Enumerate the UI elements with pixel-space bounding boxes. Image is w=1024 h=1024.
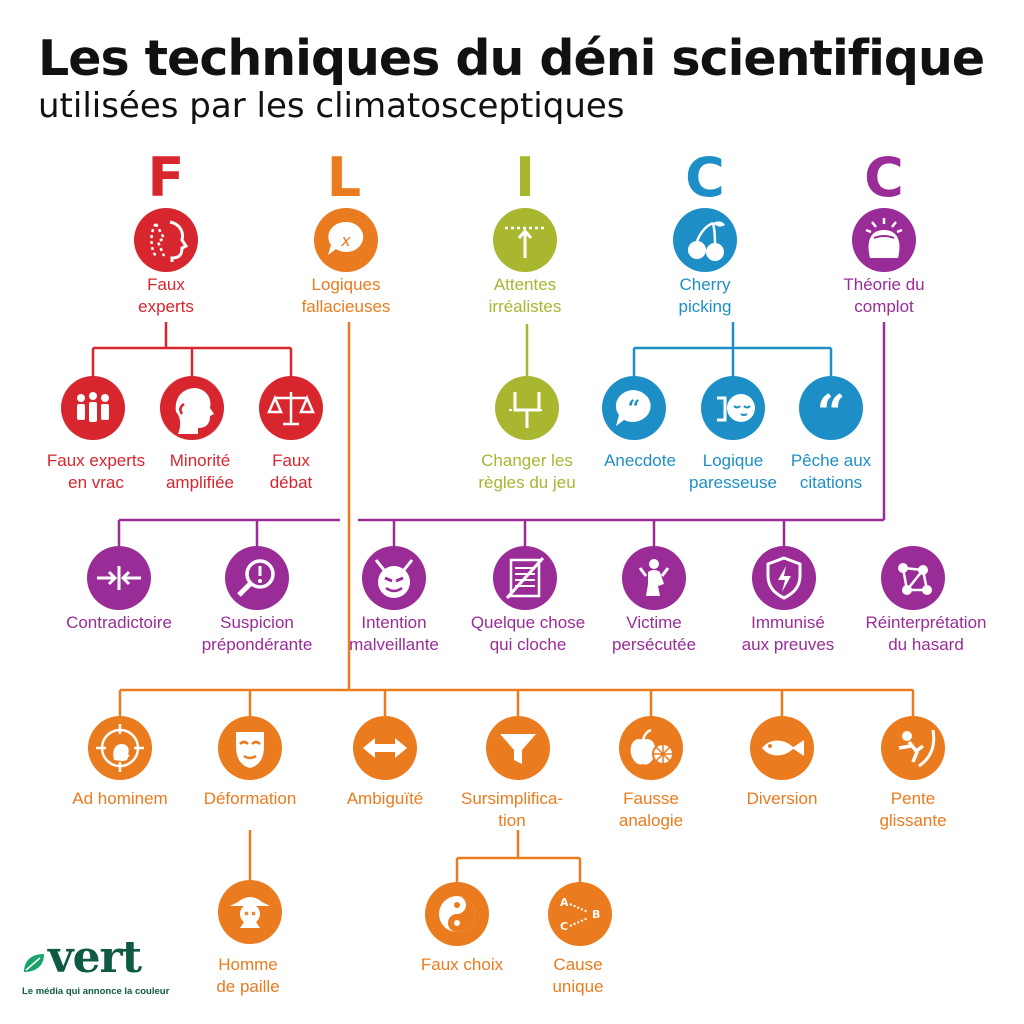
- brand-tagline: Le média qui annonce la couleur: [22, 986, 170, 997]
- arrows-inward-icon: [87, 546, 151, 610]
- balance-scale-icon: [259, 376, 323, 440]
- label-faux-choix: Faux choix: [420, 955, 504, 974]
- leaf-icon: [24, 954, 44, 972]
- abc-arrows-icon: A B C: [548, 882, 612, 946]
- label-diversion: Diversion: [746, 789, 818, 808]
- label-homme-de-paille: Homme de paille: [216, 955, 280, 996]
- label-changer-les-regles: Changer les règles du jeu: [478, 451, 576, 492]
- connected-dots-icon: [881, 546, 945, 610]
- quotation-marks-icon: “: [799, 376, 863, 440]
- label-immunise-aux-preuves: Immunisé aux preuves: [741, 613, 835, 654]
- letter-i: I: [514, 146, 536, 209]
- label-quelque-chose-qui-cloche: Quelque chose qui cloche: [470, 613, 586, 654]
- large-head-small-face-icon: [160, 376, 224, 440]
- sliding-person-icon: [881, 716, 945, 780]
- svg-text:“: “: [817, 383, 846, 440]
- svg-text:C: C: [560, 920, 568, 933]
- faces-profile-icon: [134, 208, 198, 272]
- label-deformation: Déformation: [203, 789, 297, 808]
- label-reinterpretation-du-hasard: Réinterprétation du hasard: [865, 613, 987, 654]
- category-label-cherry: Cherry picking: [678, 275, 732, 316]
- fish-icon: [750, 716, 814, 780]
- letter-c2: C: [864, 146, 904, 209]
- mask-icon: [218, 716, 282, 780]
- label-contradictoire: Contradictoire: [66, 613, 172, 632]
- page-subtitle: utilisées par les climatosceptiques: [38, 86, 625, 126]
- crossed-document-icon: [493, 546, 557, 610]
- category-label-complot: Théorie du complot: [843, 275, 925, 316]
- label-pente-glissante: Pente glissante: [879, 789, 947, 830]
- label-fausse-analogie: Fausse analogie: [618, 789, 684, 830]
- letter-l: L: [326, 146, 362, 209]
- moved-goalpost-icon: [495, 376, 559, 440]
- yin-yang-icon: [425, 882, 489, 946]
- category-label-attentes: Attentes irréalistes: [488, 275, 562, 316]
- svg-text:A: A: [560, 896, 569, 909]
- label-cause-unique: Cause unique: [552, 955, 604, 996]
- label-minorite-amplifiee: Minorité amplifiée: [165, 451, 235, 492]
- cherries-icon: [673, 208, 737, 272]
- label-intention-malveillante: Intention malveillante: [349, 613, 439, 654]
- label-sursimplification: Sursimplifica- tion: [460, 789, 564, 830]
- speech-bubble-x-icon: x: [314, 208, 378, 272]
- label-ambiguite: Ambiguïté: [346, 789, 424, 808]
- label-faux-debat: Faux débat: [269, 451, 313, 492]
- magnifier-exclamation-icon: [225, 546, 289, 610]
- svg-text:x: x: [340, 231, 351, 250]
- svg-text:“: “: [628, 396, 641, 422]
- kneeling-person-icon: [622, 546, 686, 610]
- letter-f: F: [147, 146, 185, 209]
- goalpost-arrow-icon: [493, 208, 557, 272]
- quote-bubble-icon: “: [602, 376, 666, 440]
- category-label-logiques: Logiques fallacieuses: [301, 275, 391, 316]
- complot-connectors: [117, 322, 886, 546]
- letter-c1: C: [685, 146, 725, 209]
- label-peche-aux-citations: Pêche aux citations: [790, 451, 872, 492]
- head-alert-icon: [852, 208, 916, 272]
- label-ad-hominem: Ad hominem: [72, 789, 168, 808]
- faux-experts-connectors: [91, 322, 293, 376]
- group-people-icon: [61, 376, 125, 440]
- funnel-icon: [486, 716, 550, 780]
- scarecrow-icon: [218, 880, 282, 944]
- label-faux-experts-en-vrac: Faux experts en vrac: [46, 451, 146, 492]
- brand-name: vert: [48, 932, 142, 983]
- devil-face-icon: [362, 546, 426, 610]
- cherry-connectors: [632, 322, 833, 376]
- logiques-connectors: [118, 322, 915, 882]
- label-logique-paresseuse: Logique paresseuse: [689, 451, 777, 492]
- target-head-icon: [88, 716, 152, 780]
- apple-orange-icon: [619, 716, 683, 780]
- double-arrow-icon: [353, 716, 417, 780]
- sleepy-face-icon: [701, 376, 765, 440]
- shield-lightning-icon: [752, 546, 816, 610]
- svg-text:B: B: [592, 908, 600, 921]
- vert-logo: vert Le média qui annonce la couleur: [22, 932, 172, 1002]
- category-label-faux-experts: Faux experts: [138, 275, 194, 316]
- page-title: Les techniques du déni scientifique: [38, 30, 985, 87]
- label-victime-persecutee: Victime persécutée: [611, 613, 697, 654]
- label-anecdote: Anecdote: [604, 451, 676, 470]
- label-suspicion-preponderante: Suspicion prépondérante: [201, 613, 313, 654]
